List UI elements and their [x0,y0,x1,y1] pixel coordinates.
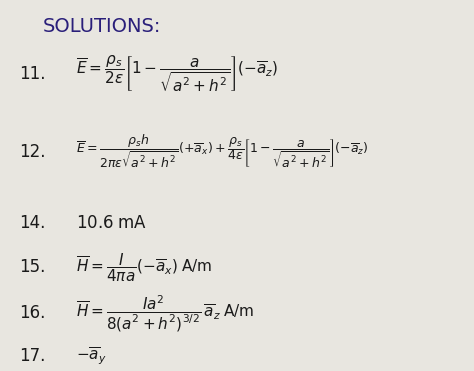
Text: $\overline{H} = \dfrac{I}{4\pi a}(-\overline{a}_x) \; \mathrm{A/m}$: $\overline{H} = \dfrac{I}{4\pi a}(-\over… [76,251,212,283]
Text: 12.: 12. [19,143,46,161]
Text: $\overline{E} = \dfrac{\rho_s}{2\varepsilon}\left[1 - \dfrac{a}{\sqrt{a^2+h^2}}\: $\overline{E} = \dfrac{\rho_s}{2\varepsi… [76,54,278,95]
Text: $10.6 \; \mathrm{mA}$: $10.6 \; \mathrm{mA}$ [76,214,147,232]
Text: 11.: 11. [19,65,46,83]
Text: $\overline{H} = \dfrac{Ia^2}{8(a^2+h^2)^{3/2}}\,\overline{a}_z \; \mathrm{A/m}$: $\overline{H} = \dfrac{Ia^2}{8(a^2+h^2)^… [76,293,255,334]
Text: 14.: 14. [19,214,46,232]
Text: 16.: 16. [19,305,46,322]
Text: 15.: 15. [19,258,46,276]
Text: SOLUTIONS:: SOLUTIONS: [43,17,161,36]
Text: $-\overline{a}_y$: $-\overline{a}_y$ [76,345,107,367]
Text: 17.: 17. [19,347,46,365]
Text: $\overline{E} = \dfrac{\rho_s h}{2\pi\varepsilon\sqrt{a^2+h^2}}(+\overline{a}_x): $\overline{E} = \dfrac{\rho_s h}{2\pi\va… [76,133,368,171]
